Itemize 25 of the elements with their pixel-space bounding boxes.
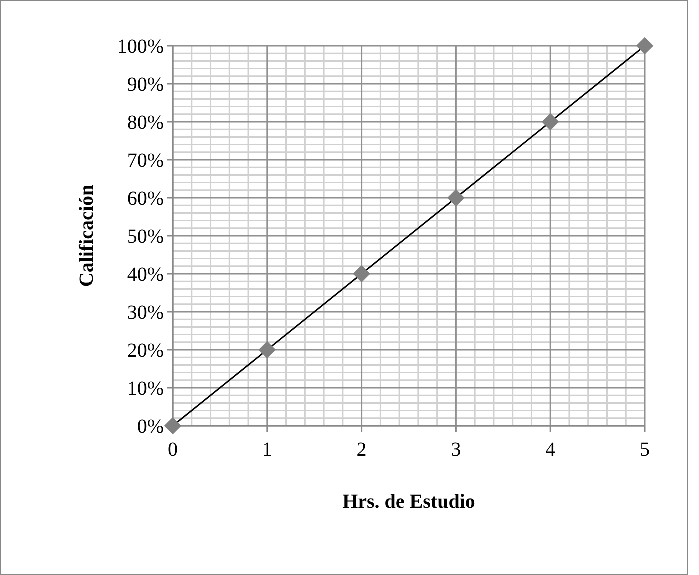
y-tick-label: 30%: [127, 302, 164, 324]
point: [353, 265, 370, 283]
x-tick-label: 2: [356, 439, 367, 461]
y-tick-label: 90%: [127, 74, 164, 96]
x-axis-title: Hrs. de Estudio: [342, 491, 476, 513]
x-tick-label: 1: [262, 439, 272, 461]
y-tick-label: 10%: [127, 378, 164, 400]
x-tick-label: 0: [168, 439, 178, 461]
y-tick-label: 60%: [127, 188, 164, 210]
point: [636, 37, 654, 55]
x-tick-label: 5: [640, 439, 650, 461]
y-tick-label: 20%: [127, 340, 164, 362]
y-tick-label: 50%: [127, 226, 164, 248]
point: [258, 341, 276, 359]
y-tick-label: 40%: [127, 264, 164, 286]
y-tick-label: 80%: [127, 112, 164, 134]
x-tick-label: 3: [451, 439, 462, 461]
y-tick-label: 100%: [117, 36, 164, 58]
y-axis-title: Calificación: [76, 184, 98, 288]
x-tick-label: 4: [546, 439, 556, 461]
point: [542, 113, 560, 131]
y-tick-label: 70%: [127, 150, 164, 172]
y-tick-label: 0%: [137, 416, 164, 438]
point: [448, 189, 465, 207]
point: [164, 417, 182, 435]
